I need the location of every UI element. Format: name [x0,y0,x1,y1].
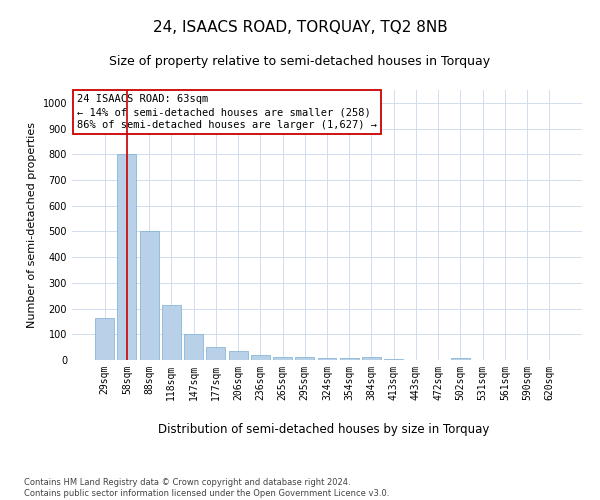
Bar [340,358,359,360]
Bar [229,351,248,360]
Bar [273,357,292,360]
Bar [206,346,225,360]
Bar [317,358,337,360]
Text: Size of property relative to semi-detached houses in Torquay: Size of property relative to semi-detach… [109,55,491,68]
Bar [295,358,314,360]
Bar [162,304,181,360]
Text: 24 ISAACS ROAD: 63sqm
← 14% of semi-detached houses are smaller (258)
86% of sem: 24 ISAACS ROAD: 63sqm ← 14% of semi-deta… [77,94,377,130]
Y-axis label: Number of semi-detached properties: Number of semi-detached properties [27,122,37,328]
Bar [184,334,203,360]
Text: Distribution of semi-detached houses by size in Torquay: Distribution of semi-detached houses by … [158,422,490,436]
Text: Contains HM Land Registry data © Crown copyright and database right 2024.
Contai: Contains HM Land Registry data © Crown c… [24,478,389,498]
Bar [95,318,114,360]
Text: 24, ISAACS ROAD, TORQUAY, TQ2 8NB: 24, ISAACS ROAD, TORQUAY, TQ2 8NB [152,20,448,35]
Bar [118,154,136,360]
Bar [140,232,158,360]
Bar [362,358,381,360]
Bar [451,358,470,360]
Bar [251,355,270,360]
